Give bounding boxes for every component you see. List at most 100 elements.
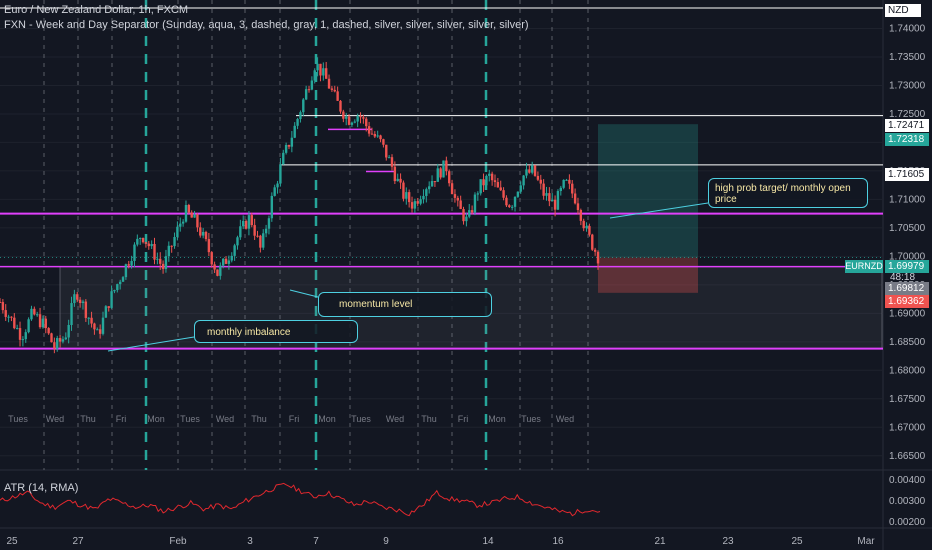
candle-body	[296, 118, 299, 126]
candle-body	[465, 216, 468, 222]
candle-body	[413, 201, 417, 209]
candle-body	[593, 249, 597, 252]
candle-body	[130, 260, 133, 266]
price-axis-label: 1.67500	[889, 394, 926, 405]
day-label: Fri	[458, 414, 469, 424]
date-axis-label: 21	[654, 536, 666, 547]
day-label: Thu	[80, 414, 96, 424]
date-axis-label: 9	[383, 536, 389, 547]
price-tag-level-2: 1.72318	[885, 133, 929, 146]
candle-body	[110, 291, 113, 308]
price-axis-label: 1.68000	[889, 365, 926, 376]
chart-title: Euro / New Zealand Dollar, 1h, FXCM	[4, 4, 189, 16]
candle-body	[224, 258, 228, 264]
atr-axis-label: 0.00400	[889, 475, 926, 486]
candle-body	[78, 299, 82, 303]
price-tag-level-5: 1.69362	[885, 295, 929, 308]
candle-body	[448, 171, 451, 184]
candle-countdown: 48:18	[890, 272, 916, 283]
candle-body	[488, 173, 491, 176]
candle-body	[433, 181, 437, 183]
candle-body	[64, 337, 68, 340]
date-axis-label: Mar	[857, 536, 875, 547]
candle-body	[259, 235, 262, 248]
candle-body	[0, 301, 2, 303]
candle-body	[236, 237, 239, 246]
candle-body	[267, 218, 271, 229]
candle-body	[30, 308, 33, 320]
candle-body	[190, 212, 193, 218]
candle-body	[336, 91, 339, 101]
candle-body	[96, 329, 99, 331]
candle-body	[201, 231, 205, 236]
candle-body	[184, 205, 188, 222]
candle-body	[422, 195, 425, 200]
indicator-legend[interactable]: FXN - Week and Day Separator (Sunday, aq…	[4, 19, 529, 31]
candle-body	[562, 179, 565, 188]
candle-body	[141, 237, 145, 243]
candle-body	[239, 226, 242, 238]
candle-body	[313, 70, 316, 81]
candle-body	[73, 294, 76, 304]
candle-body	[551, 199, 554, 202]
candle-body	[459, 200, 462, 210]
day-label: Wed	[46, 414, 64, 424]
momentum-callout[interactable]: momentum level	[318, 292, 492, 317]
candle-body	[101, 317, 105, 334]
day-label: Thu	[421, 414, 437, 424]
candle-body	[588, 226, 591, 235]
candle-body	[247, 215, 251, 229]
candle-body	[127, 264, 130, 266]
date-axis-label: 7	[313, 536, 319, 547]
candle-body	[419, 199, 422, 204]
candle-body	[262, 233, 265, 248]
candle-body	[284, 144, 288, 153]
candle-body	[104, 306, 108, 318]
candle-body	[470, 210, 474, 213]
price-tag-level-3: 1.71605	[885, 168, 929, 181]
candle-body	[213, 264, 216, 270]
candle-body	[445, 160, 448, 172]
candle-body	[4, 310, 7, 317]
date-axis-label: 27	[72, 536, 84, 547]
candle-body	[58, 338, 62, 342]
position-stop-zone	[598, 257, 698, 293]
day-label: Fri	[289, 414, 300, 424]
candle-body	[396, 178, 399, 182]
price-axis-label: 1.70000	[889, 251, 926, 262]
price-axis-label: 1.69000	[889, 308, 926, 319]
momentum-connector	[289, 289, 319, 298]
candle-body	[87, 317, 90, 319]
day-label: Wed	[556, 414, 574, 424]
position-target-zone	[598, 124, 698, 258]
candle-body	[485, 175, 488, 186]
candle-body	[293, 125, 296, 138]
candle-body	[67, 324, 70, 338]
candle-body	[164, 256, 168, 269]
day-label: Fri	[116, 414, 127, 424]
candle-body	[139, 237, 142, 239]
candle-body	[442, 160, 445, 178]
candle-body	[81, 301, 85, 303]
candle-body	[473, 194, 477, 213]
candle-body	[113, 290, 116, 292]
date-axis-label: 16	[552, 536, 564, 547]
candle-body	[522, 175, 525, 186]
imbalance-callout[interactable]: monthly imbalance	[194, 320, 358, 343]
date-axis-label: 23	[722, 536, 734, 547]
candle-body	[159, 258, 162, 264]
candle-body	[147, 243, 150, 247]
candle-body	[462, 209, 465, 222]
target-callout[interactable]: high prob target/ monthly open price	[708, 178, 868, 208]
candle-body	[439, 168, 442, 178]
candle-body	[144, 242, 148, 244]
candle-body	[339, 100, 342, 112]
target-connector	[609, 202, 709, 219]
candle-body	[250, 215, 253, 226]
candle-body	[468, 210, 471, 217]
candle-body	[193, 214, 196, 218]
date-axis-label: 25	[6, 536, 18, 547]
candle-body	[44, 318, 47, 329]
